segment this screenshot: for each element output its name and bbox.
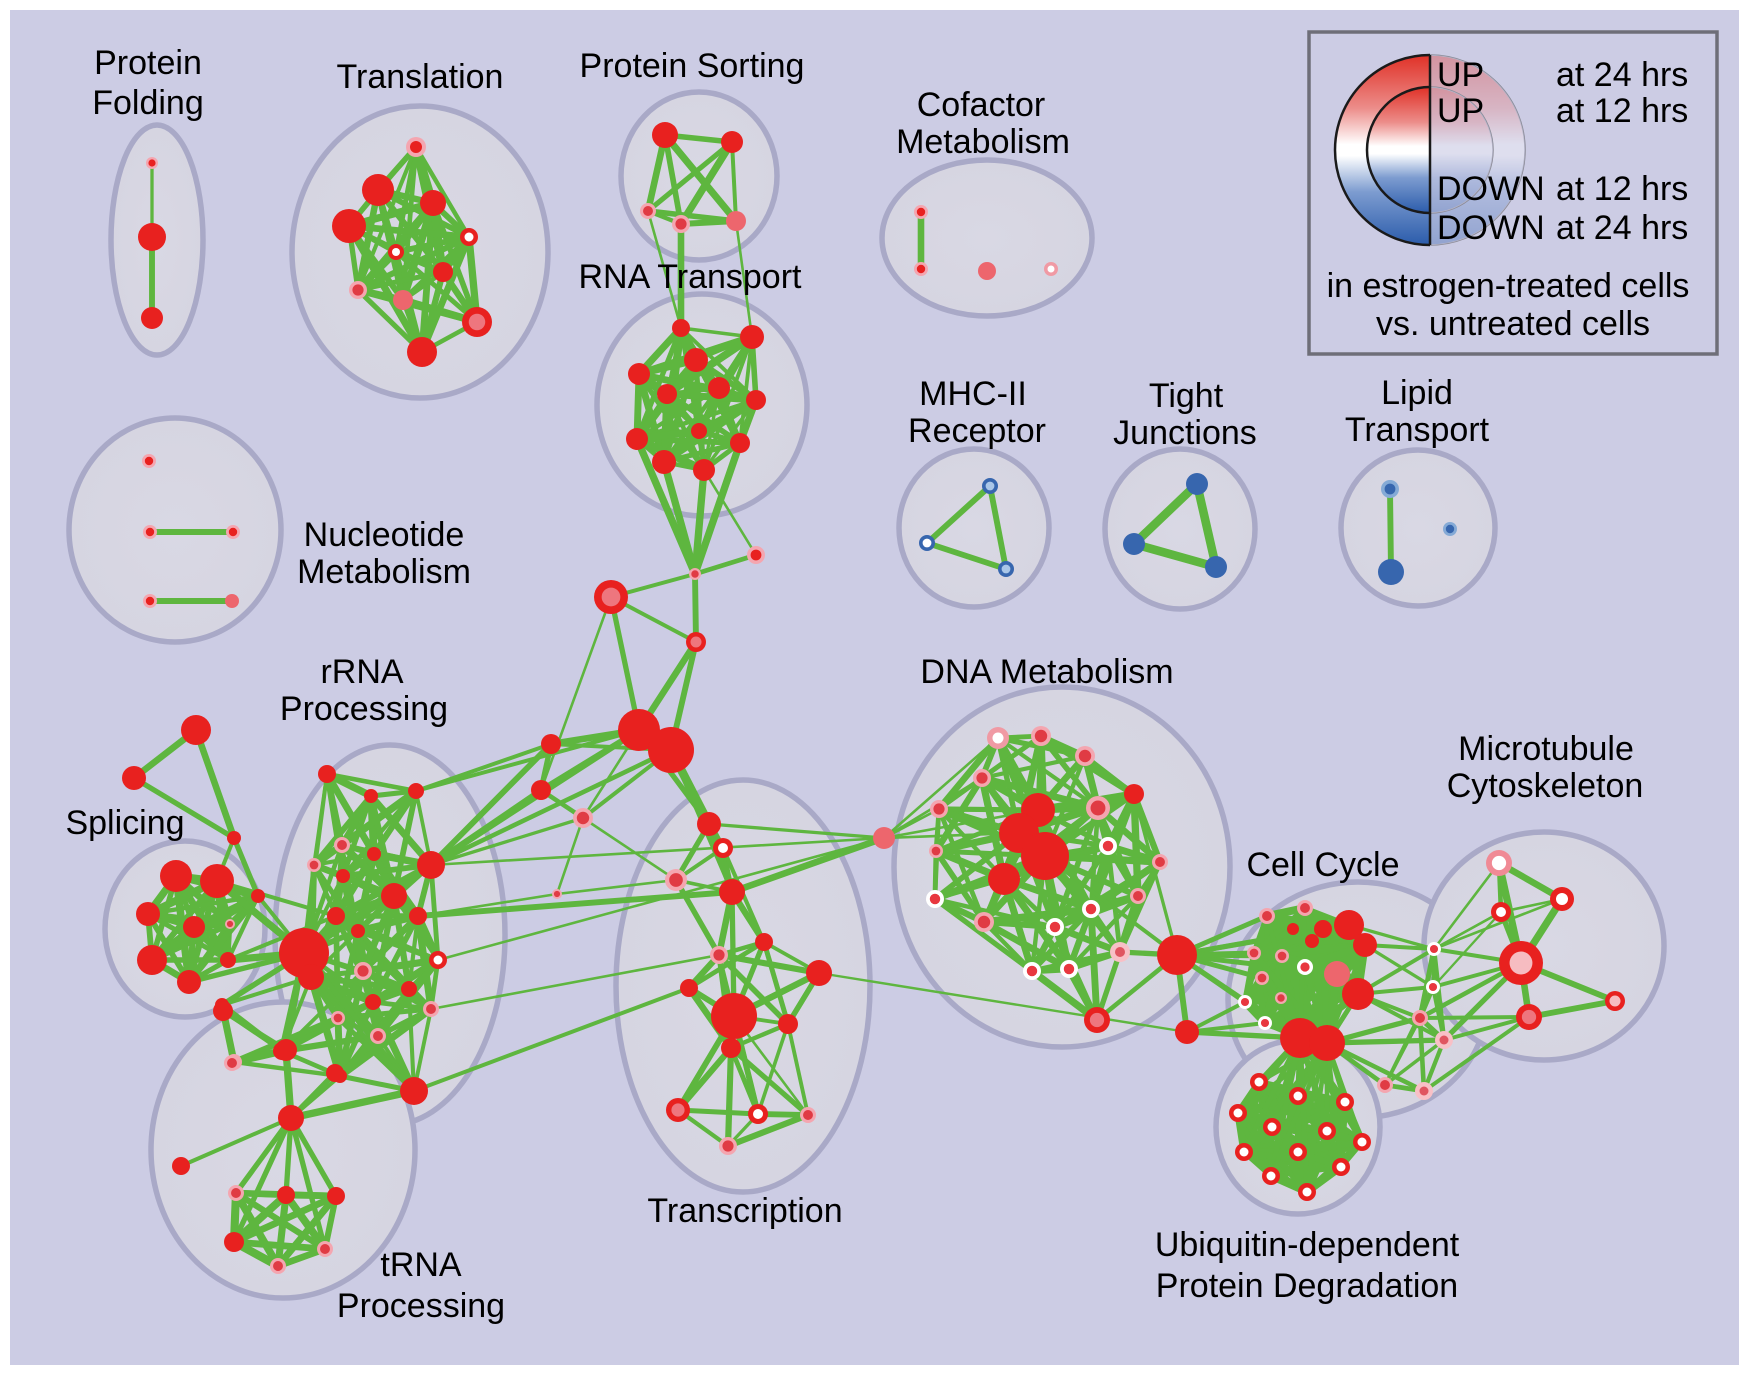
svg-text:at 12 hrs: at 12 hrs <box>1556 170 1688 208</box>
svg-text:Receptor: Receptor <box>908 412 1046 450</box>
svg-text:Lipid: Lipid <box>1381 374 1453 412</box>
svg-text:Tight: Tight <box>1149 377 1224 415</box>
svg-text:at 24 hrs: at 24 hrs <box>1556 56 1688 94</box>
svg-text:DNA Metabolism: DNA Metabolism <box>920 653 1173 691</box>
svg-text:tRNA: tRNA <box>380 1246 462 1284</box>
svg-text:Translation: Translation <box>337 58 504 96</box>
svg-text:at 12 hrs: at 12 hrs <box>1556 92 1688 130</box>
svg-text:vs. untreated cells: vs. untreated cells <box>1376 305 1650 343</box>
svg-text:UP: UP <box>1437 56 1484 94</box>
svg-text:Cofactor: Cofactor <box>917 86 1046 124</box>
svg-text:Junctions: Junctions <box>1113 414 1257 452</box>
svg-text:MHC-II: MHC-II <box>919 375 1027 413</box>
svg-text:Cell Cycle: Cell Cycle <box>1246 846 1399 884</box>
svg-text:DOWN: DOWN <box>1437 170 1545 208</box>
svg-text:RNA Transport: RNA Transport <box>579 258 803 296</box>
svg-text:Microtubule: Microtubule <box>1458 730 1634 768</box>
svg-text:Protein Sorting: Protein Sorting <box>580 47 805 85</box>
svg-text:Transport: Transport <box>1345 411 1490 449</box>
svg-text:rRNA: rRNA <box>320 653 403 691</box>
svg-text:Processing: Processing <box>280 690 448 728</box>
svg-text:UP: UP <box>1437 92 1484 130</box>
svg-text:in estrogen-treated cells: in estrogen-treated cells <box>1327 267 1690 305</box>
svg-text:Protein Degradation: Protein Degradation <box>1156 1267 1458 1305</box>
svg-text:at 24 hrs: at 24 hrs <box>1556 209 1688 247</box>
svg-text:Metabolism: Metabolism <box>896 123 1070 161</box>
svg-text:DOWN: DOWN <box>1437 209 1545 247</box>
svg-text:Cytoskeleton: Cytoskeleton <box>1447 767 1644 805</box>
svg-text:Protein: Protein <box>94 44 202 82</box>
svg-text:Metabolism: Metabolism <box>297 553 471 591</box>
svg-text:Splicing: Splicing <box>65 804 184 842</box>
svg-text:Ubiquitin-dependent: Ubiquitin-dependent <box>1155 1226 1460 1264</box>
svg-text:Transcription: Transcription <box>647 1192 842 1230</box>
svg-text:Folding: Folding <box>92 84 204 122</box>
svg-text:Processing: Processing <box>337 1287 505 1325</box>
svg-text:Nucleotide: Nucleotide <box>304 516 465 554</box>
